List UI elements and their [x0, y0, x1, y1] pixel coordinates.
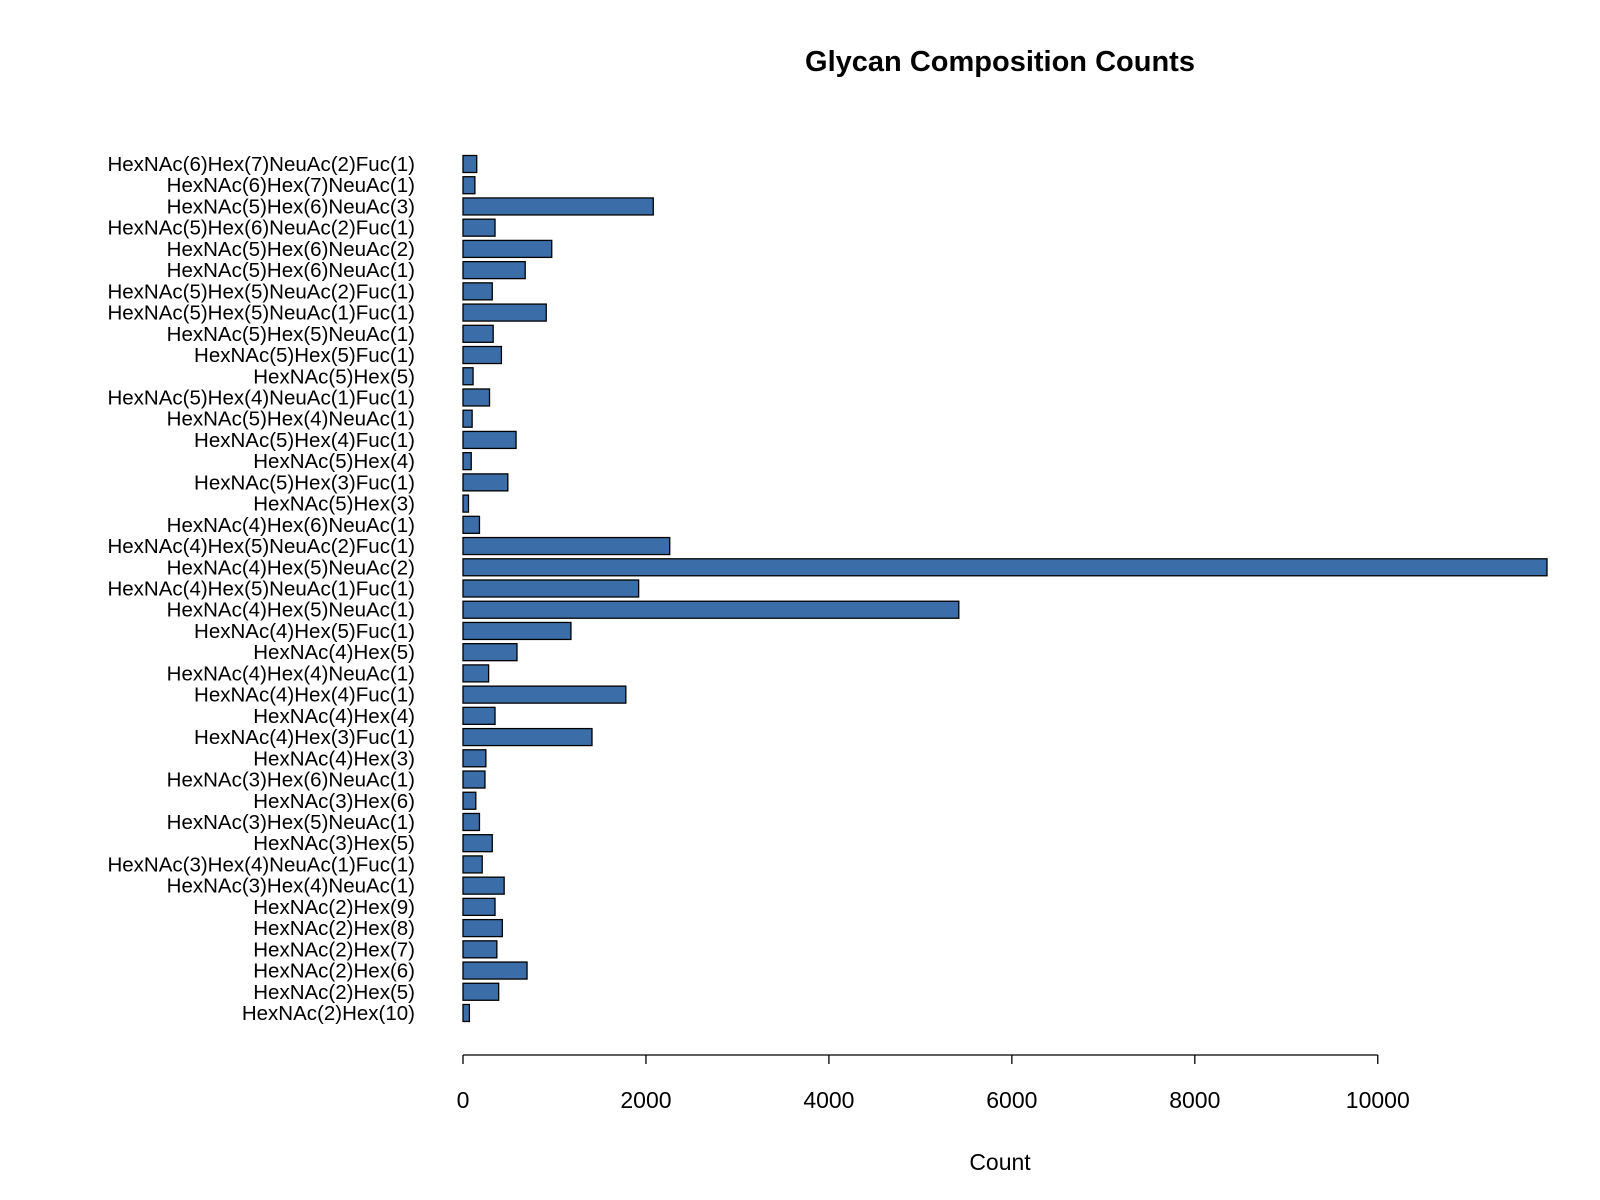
category-label: HexNAc(5)Hex(5)NeuAc(1)Fuc(1): [107, 302, 415, 325]
bar: [462, 897, 496, 917]
category-label: HexNAc(5)Hex(6)NeuAc(2): [167, 238, 415, 261]
category-label: HexNAc(4)Hex(5)NeuAc(2)Fuc(1): [107, 535, 415, 558]
x-tick-label: 4000: [803, 1087, 854, 1113]
bar: [462, 812, 481, 832]
x-ticks-group: 0 2000 4000 6000 8000 10000: [457, 1055, 1410, 1113]
category-label: HexNAc(5)Hex(4)NeuAc(1): [167, 408, 415, 431]
category-label: HexNAc(5)Hex(3): [253, 493, 415, 516]
bar: [462, 536, 671, 556]
category-label: HexNAc(4)Hex(5): [253, 641, 415, 664]
bar: [462, 664, 490, 683]
bar: [462, 558, 1548, 577]
bar: [462, 451, 472, 471]
category-label: HexNAc(2)Hex(8): [253, 917, 415, 940]
bar: [462, 303, 547, 322]
category-label: HexNAc(3)Hex(4)NeuAc(1): [167, 875, 415, 898]
bar: [462, 600, 960, 619]
category-label: HexNAc(2)Hex(5): [253, 981, 415, 1004]
category-label: HexNAc(5)Hex(6)NeuAc(1): [167, 259, 415, 282]
category-label: HexNAc(5)Hex(6)NeuAc(3): [167, 195, 415, 218]
category-label: HexNAc(4)Hex(5)NeuAc(1)Fuc(1): [107, 578, 415, 601]
bar: [462, 643, 518, 662]
bar: [462, 515, 481, 534]
category-label: HexNAc(3)Hex(5): [253, 832, 415, 855]
bar: [462, 409, 473, 428]
bar: [462, 749, 487, 768]
category-label: HexNAc(2)Hex(9): [253, 896, 415, 919]
category-label: HexNAc(2)Hex(6): [253, 960, 415, 983]
bar: [462, 982, 500, 1001]
bar: [462, 770, 486, 789]
bar: [462, 154, 478, 174]
bar: [462, 324, 494, 343]
category-label: HexNAc(5)Hex(4)Fuc(1): [194, 429, 415, 452]
category-label: HexNAc(6)Hex(7)NeuAc(1): [167, 174, 415, 197]
category-label: HexNAc(3)Hex(6): [253, 790, 415, 813]
category-label: HexNAc(4)Hex(5)NeuAc(1): [167, 599, 415, 622]
x-tick-label: 0: [457, 1087, 470, 1113]
bar: [462, 430, 517, 450]
category-label: HexNAc(4)Hex(5)NeuAc(2): [167, 556, 415, 579]
category-label: HexNAc(4)Hex(5)Fuc(1): [194, 620, 415, 643]
x-tick-label: 8000: [1169, 1087, 1220, 1113]
category-label: HexNAc(3)Hex(4)NeuAc(1)Fuc(1): [107, 853, 415, 876]
category-label: HexNAc(4)Hex(4): [253, 705, 415, 728]
category-label: HexNAc(5)Hex(3)Fuc(1): [194, 471, 415, 494]
x-tick-label: 10000: [1346, 1087, 1410, 1113]
category-label: HexNAc(5)Hex(5): [253, 365, 415, 388]
bar: [462, 706, 496, 725]
x-tick-label: 2000: [620, 1087, 671, 1113]
bar: [462, 940, 498, 959]
bar: [462, 791, 477, 810]
bar: [462, 176, 476, 195]
category-label: HexNAc(5)Hex(6)NeuAc(2)Fuc(1): [107, 217, 415, 240]
bar: [462, 197, 654, 216]
category-label: HexNAc(2)Hex(7): [253, 938, 415, 961]
category-label: HexNAc(3)Hex(5)NeuAc(1): [167, 811, 415, 834]
category-label: HexNAc(5)Hex(4): [253, 450, 415, 473]
bar: [462, 345, 503, 365]
bar: [462, 855, 483, 874]
bar: [462, 685, 627, 704]
category-label: HexNAc(4)Hex(3)Fuc(1): [194, 726, 415, 749]
category-label: HexNAc(4)Hex(4)NeuAc(1): [167, 662, 415, 685]
bar: [462, 282, 493, 301]
bar: [462, 494, 470, 513]
x-tick-label: 6000: [986, 1087, 1037, 1113]
bars-group: [462, 154, 1548, 1023]
bar: [462, 218, 496, 237]
bar: [462, 388, 491, 407]
bar: [462, 473, 509, 492]
category-label: HexNAc(5)Hex(4)NeuAc(1)Fuc(1): [107, 386, 415, 409]
category-label: HexNAc(4)Hex(4)Fuc(1): [194, 684, 415, 707]
bar: [462, 579, 640, 598]
bar: [462, 621, 572, 641]
chart-title: Glycan Composition Counts: [805, 46, 1195, 78]
category-label: HexNAc(5)Hex(5)NeuAc(2)Fuc(1): [107, 280, 415, 303]
x-axis: 0 2000 4000 6000 8000 10000: [457, 1054, 1410, 1113]
bar: [462, 876, 505, 895]
category-labels-group: HexNAc(2)Hex(10)HexNAc(2)Hex(5)HexNAc(2)…: [107, 153, 415, 1025]
bar: [462, 918, 503, 938]
bar: [462, 834, 493, 853]
bar: [462, 239, 553, 259]
category-label: HexNAc(4)Hex(6)NeuAc(1): [167, 514, 415, 537]
bar: [462, 260, 526, 280]
category-label: HexNAc(4)Hex(3): [253, 747, 415, 770]
category-label: HexNAc(5)Hex(5)NeuAc(1): [167, 323, 415, 346]
category-label: HexNAc(3)Hex(6)NeuAc(1): [167, 769, 415, 792]
bar: [462, 367, 474, 386]
category-label: HexNAc(2)Hex(10): [242, 1002, 415, 1025]
category-label: HexNAc(6)Hex(7)NeuAc(2)Fuc(1): [107, 153, 415, 176]
bar: [462, 1003, 471, 1023]
x-axis-title: Count: [969, 1149, 1031, 1175]
category-label: HexNAc(5)Hex(5)Fuc(1): [194, 344, 415, 367]
bar: [462, 727, 593, 747]
bar: [462, 961, 528, 980]
